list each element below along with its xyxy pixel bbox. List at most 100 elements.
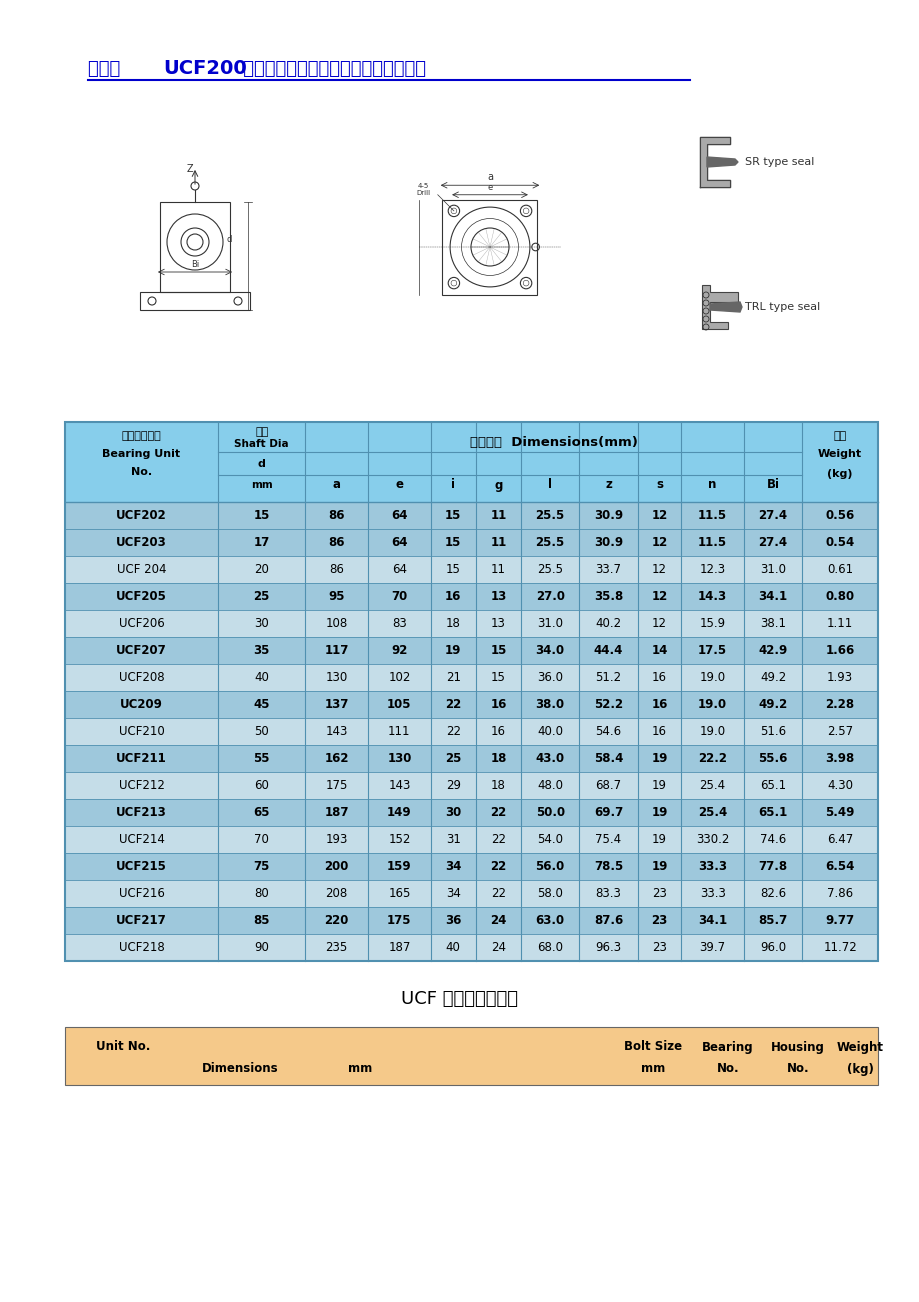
Text: UCF213: UCF213 [116, 806, 166, 819]
Text: Weight: Weight [817, 449, 861, 460]
Text: a: a [333, 479, 340, 491]
Text: Bearing Unit: Bearing Unit [102, 449, 180, 460]
Text: 方形座: 方形座 [88, 60, 126, 78]
Text: 39.7: 39.7 [698, 941, 725, 954]
Text: z: z [605, 479, 611, 491]
Text: e: e [395, 479, 403, 491]
Text: 重量: 重量 [833, 431, 845, 441]
Text: 11: 11 [491, 562, 505, 575]
Text: 96.0: 96.0 [759, 941, 786, 954]
Text: 12: 12 [651, 509, 667, 522]
Text: 130: 130 [387, 753, 411, 766]
Bar [65, 853, 877, 880]
Text: UCF202: UCF202 [116, 509, 166, 522]
Text: 33.3: 33.3 [698, 861, 726, 874]
Text: mm: mm [641, 1062, 664, 1075]
Text: No.: No. [130, 467, 152, 477]
Text: 143: 143 [325, 725, 347, 738]
Text: (kg): (kg) [826, 469, 852, 479]
Text: 3.98: 3.98 [824, 753, 854, 766]
Text: 1.66: 1.66 [824, 644, 854, 658]
Text: UCF218: UCF218 [119, 941, 165, 954]
Text: 14.3: 14.3 [698, 590, 726, 603]
Text: 43.0: 43.0 [535, 753, 564, 766]
Text: 17: 17 [254, 536, 269, 549]
Text: 235: 235 [325, 941, 347, 954]
Text: 175: 175 [325, 779, 347, 792]
Text: 108: 108 [325, 617, 347, 630]
Text: (kg): (kg) [845, 1062, 872, 1075]
Text: Bi: Bi [766, 479, 778, 491]
Text: 48.0: 48.0 [537, 779, 562, 792]
Text: UCF205: UCF205 [116, 590, 166, 603]
Text: 31.0: 31.0 [537, 617, 562, 630]
Text: 22: 22 [490, 861, 506, 874]
Text: 25.4: 25.4 [698, 779, 725, 792]
Text: UCF 系列产品说明：: UCF 系列产品说明： [401, 990, 518, 1008]
Text: 22: 22 [491, 833, 505, 846]
Text: 70: 70 [391, 590, 407, 603]
Text: 22: 22 [445, 698, 461, 711]
Text: 65: 65 [253, 806, 269, 819]
Text: 130: 130 [325, 671, 347, 684]
Text: 165: 165 [388, 887, 410, 900]
Text: UCF 204: UCF 204 [117, 562, 166, 575]
Bar [65, 1027, 877, 1085]
Text: 18: 18 [490, 753, 506, 766]
Text: 64: 64 [391, 562, 406, 575]
Text: 105: 105 [387, 698, 411, 711]
Text: 42.9: 42.9 [757, 644, 787, 658]
Text: 38.1: 38.1 [759, 617, 785, 630]
Text: 轴径: 轴径 [255, 427, 268, 437]
Text: 68.0: 68.0 [537, 941, 562, 954]
Text: 75: 75 [254, 861, 269, 874]
Text: 5.49: 5.49 [824, 806, 854, 819]
Text: 2.28: 2.28 [824, 698, 854, 711]
Text: 86: 86 [329, 562, 344, 575]
Text: 40.2: 40.2 [595, 617, 621, 630]
Text: 50: 50 [254, 725, 268, 738]
Text: 31.0: 31.0 [759, 562, 785, 575]
Text: 34: 34 [445, 861, 461, 874]
Text: 23: 23 [651, 914, 667, 927]
Text: 175: 175 [387, 914, 411, 927]
Text: 75.4: 75.4 [595, 833, 621, 846]
Text: 6.47: 6.47 [826, 833, 852, 846]
Text: 149: 149 [387, 806, 411, 819]
Text: 50.0: 50.0 [535, 806, 564, 819]
Text: 34.1: 34.1 [698, 914, 726, 927]
Text: 15: 15 [254, 509, 269, 522]
Text: 64: 64 [391, 509, 407, 522]
Text: 22: 22 [446, 725, 460, 738]
Text: i: i [451, 479, 455, 491]
Text: 96.3: 96.3 [595, 941, 621, 954]
Text: 187: 187 [388, 941, 410, 954]
Text: 27.4: 27.4 [757, 509, 787, 522]
Text: g: g [494, 479, 502, 491]
Text: 137: 137 [324, 698, 348, 711]
Text: 200: 200 [324, 861, 348, 874]
Text: 68.7: 68.7 [595, 779, 621, 792]
Bar [65, 880, 877, 907]
Text: 1.93: 1.93 [826, 671, 852, 684]
Polygon shape [709, 302, 742, 312]
Text: 70: 70 [254, 833, 269, 846]
Bar [442, 199, 537, 294]
Text: 69.7: 69.7 [593, 806, 622, 819]
Circle shape [187, 234, 203, 250]
Text: 33.3: 33.3 [699, 887, 725, 900]
Text: 25: 25 [254, 590, 269, 603]
Text: 22: 22 [491, 887, 505, 900]
Text: 25: 25 [445, 753, 461, 766]
Text: 15: 15 [446, 562, 460, 575]
Text: UCF203: UCF203 [116, 536, 166, 549]
Text: 带座轴承型号: 带座轴承型号 [121, 431, 161, 441]
Text: 56.0: 56.0 [535, 861, 564, 874]
Bar [65, 691, 877, 717]
Text: 24: 24 [491, 941, 505, 954]
Bar [65, 664, 877, 691]
Text: Dimensions: Dimensions [201, 1062, 278, 1075]
Text: 49.2: 49.2 [757, 698, 787, 711]
Text: 16: 16 [491, 725, 505, 738]
Text: 78.5: 78.5 [593, 861, 622, 874]
